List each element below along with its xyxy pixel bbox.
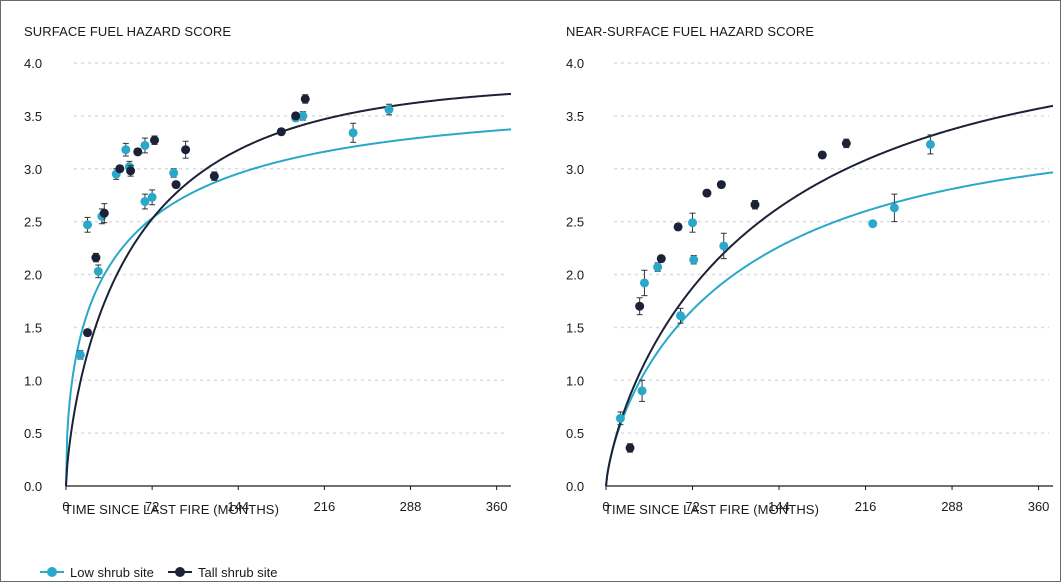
y-tick-label: 0.0 bbox=[24, 479, 42, 494]
tall-shrub-point bbox=[91, 253, 101, 263]
y-tick-label: 2.0 bbox=[566, 268, 584, 283]
tall-shrub-point bbox=[126, 166, 136, 176]
y-tick-label: 4.0 bbox=[24, 56, 42, 71]
surface-panel-title: SURFACE FUEL HAZARD SCORE bbox=[24, 24, 231, 39]
y-tick-label: 1.0 bbox=[566, 373, 584, 388]
x-tick-label: 72 bbox=[685, 499, 699, 514]
x-tick-label: 360 bbox=[486, 499, 508, 514]
x-tick-label: 216 bbox=[314, 499, 336, 514]
x-tick-label: 144 bbox=[768, 499, 790, 514]
low-shrub-point bbox=[637, 386, 647, 396]
low-shrub-fit-curve bbox=[605, 171, 1054, 487]
tall-shrub-point bbox=[291, 111, 301, 121]
x-tick-label: 144 bbox=[227, 499, 249, 514]
tall-shrub-point bbox=[133, 147, 143, 157]
tall-shrub-point bbox=[83, 328, 93, 338]
tall-shrub-point bbox=[300, 94, 310, 104]
tall-shrub-point bbox=[702, 188, 712, 198]
low-shrub-point bbox=[676, 311, 685, 321]
surface-panel-xlabel: TIME SINCE LAST FIRE (MONTHS) bbox=[64, 502, 279, 517]
y-tick-label: 3.5 bbox=[566, 109, 584, 124]
surface-panel: SURFACE FUEL HAZARD SCORE TIME SINCE LAS… bbox=[24, 24, 512, 517]
tall-shrub-point bbox=[635, 301, 645, 311]
tall-shrub-fit-curve bbox=[65, 92, 512, 487]
low-shrub-point bbox=[639, 278, 649, 288]
y-tick-label: 2.0 bbox=[24, 268, 42, 283]
y-tick-label: 0.5 bbox=[566, 426, 584, 441]
low-shrub-point bbox=[688, 218, 698, 228]
y-tick-label: 0.5 bbox=[24, 426, 42, 441]
low-shrub-point bbox=[169, 168, 179, 178]
legend-low-marker bbox=[47, 567, 57, 577]
tall-shrub-point bbox=[150, 135, 160, 145]
tall-shrub-fit-curve bbox=[605, 104, 1054, 487]
near-surface-panel-xlabel: TIME SINCE LAST FIRE (MONTHS) bbox=[604, 502, 819, 517]
low-shrub-point bbox=[384, 105, 394, 115]
low-shrub-point bbox=[140, 197, 150, 207]
x-tick-label: 288 bbox=[400, 499, 422, 514]
y-tick-label: 1.5 bbox=[566, 320, 584, 335]
y-tick-label: 1.0 bbox=[24, 373, 42, 388]
tall-shrub-point bbox=[115, 164, 125, 174]
tall-shrub-point bbox=[656, 254, 666, 264]
tall-shrub-point bbox=[817, 150, 827, 160]
y-tick-label: 3.0 bbox=[24, 162, 42, 177]
y-tick-label: 0.0 bbox=[566, 479, 584, 494]
low-shrub-point bbox=[653, 262, 663, 272]
tall-shrub-point bbox=[99, 208, 109, 218]
legend-tall-marker bbox=[175, 567, 185, 577]
tall-shrub-point bbox=[841, 138, 851, 148]
low-shrub-point bbox=[889, 203, 899, 213]
near-surface-panel-title: NEAR-SURFACE FUEL HAZARD SCORE bbox=[566, 24, 814, 39]
x-tick-label: 288 bbox=[941, 499, 963, 514]
y-tick-label: 3.5 bbox=[24, 109, 42, 124]
y-tick-label: 2.5 bbox=[566, 215, 584, 230]
low-shrub-point bbox=[83, 220, 93, 230]
low-shrub-point bbox=[868, 219, 878, 229]
x-tick-label: 360 bbox=[1028, 499, 1050, 514]
y-tick-label: 1.5 bbox=[24, 320, 42, 335]
legend: Low shrub site Tall shrub site bbox=[40, 565, 277, 580]
tall-shrub-point bbox=[673, 222, 683, 232]
near-surface-panel: NEAR-SURFACE FUEL HAZARD SCORE TIME SINC… bbox=[566, 24, 1054, 517]
low-shrub-point bbox=[140, 140, 150, 150]
tall-shrub-point bbox=[181, 145, 191, 155]
tall-shrub-point bbox=[209, 171, 219, 181]
low-shrub-point bbox=[615, 413, 625, 423]
x-tick-label: 0 bbox=[62, 499, 69, 514]
low-shrub-point bbox=[925, 139, 935, 149]
low-shrub-point bbox=[298, 111, 308, 121]
legend-tall-label: Tall shrub site bbox=[198, 565, 277, 580]
low-shrub-fit-curve bbox=[65, 128, 512, 487]
low-shrub-point bbox=[719, 241, 729, 251]
y-tick-label: 3.0 bbox=[566, 162, 584, 177]
tall-shrub-point bbox=[276, 127, 286, 137]
tall-shrub-point bbox=[171, 180, 181, 190]
low-shrub-point bbox=[121, 145, 131, 155]
y-tick-label: 2.5 bbox=[24, 215, 42, 230]
legend-low-label: Low shrub site bbox=[70, 565, 154, 580]
low-shrub-point bbox=[689, 255, 699, 265]
low-shrub-point bbox=[75, 350, 85, 360]
low-shrub-point bbox=[147, 192, 157, 202]
x-tick-label: 216 bbox=[855, 499, 877, 514]
tall-shrub-point bbox=[750, 200, 760, 210]
low-shrub-point bbox=[348, 128, 358, 138]
tall-shrub-point bbox=[716, 180, 726, 190]
tall-shrub-point bbox=[625, 443, 635, 453]
low-shrub-point bbox=[93, 266, 103, 276]
x-tick-label: 0 bbox=[602, 499, 609, 514]
x-tick-label: 72 bbox=[145, 499, 159, 514]
y-tick-label: 4.0 bbox=[566, 56, 584, 71]
